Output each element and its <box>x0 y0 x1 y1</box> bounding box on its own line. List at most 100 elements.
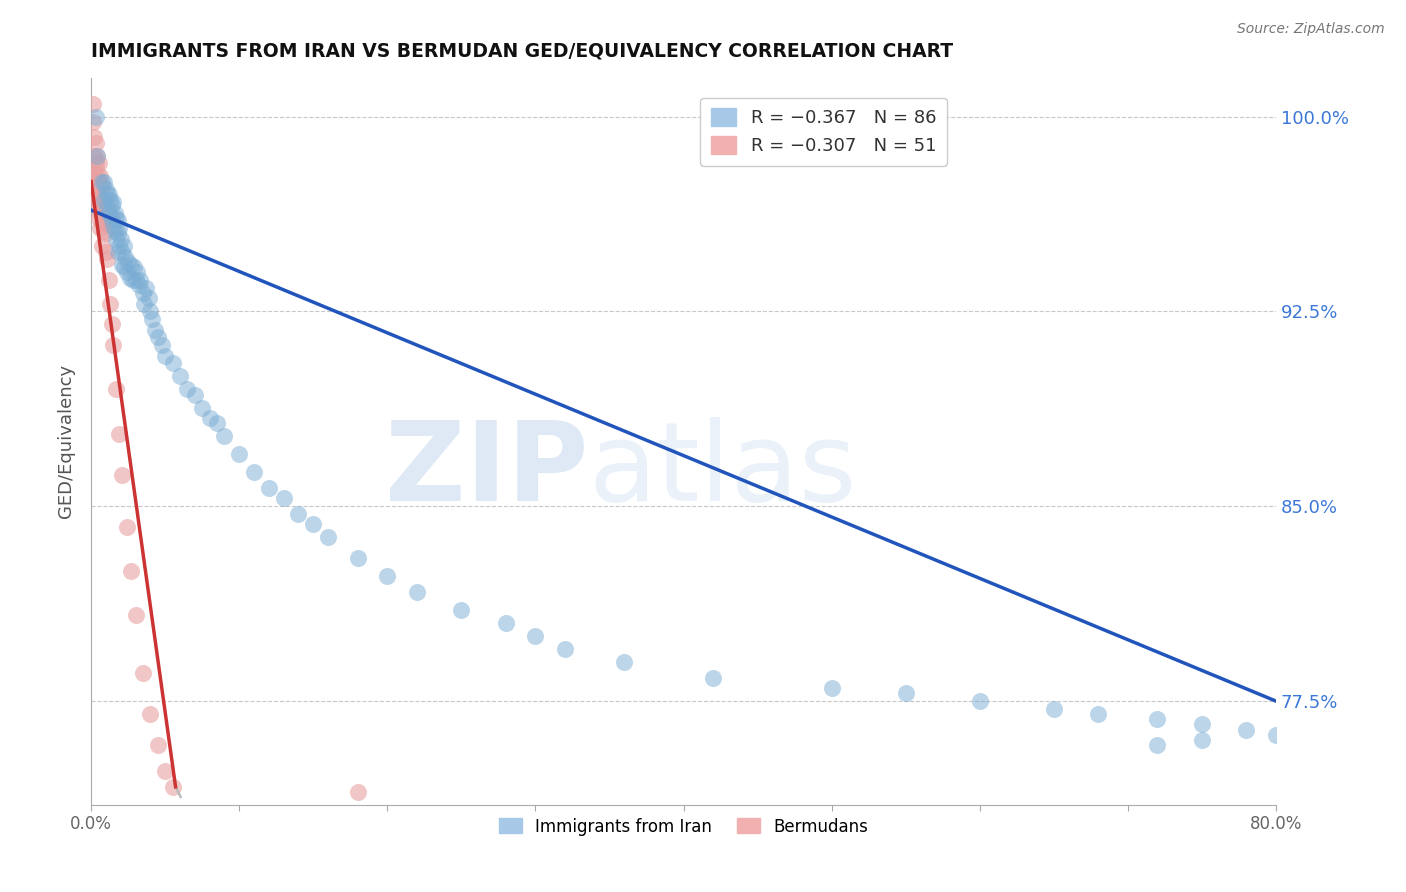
Point <box>110 232 132 246</box>
Point <box>84 136 107 150</box>
Point <box>90 239 112 253</box>
Point <box>150 338 173 352</box>
Point <box>495 616 517 631</box>
Point <box>86 167 108 181</box>
Point <box>821 681 844 695</box>
Point <box>1043 702 1066 716</box>
Point <box>141 312 163 326</box>
Point <box>191 401 214 415</box>
Point <box>84 153 107 168</box>
Point <box>176 382 198 396</box>
Point <box>115 520 138 534</box>
Point <box>1146 712 1168 726</box>
Point <box>162 356 184 370</box>
Point <box>93 208 115 222</box>
Text: Source: ZipAtlas.com: Source: ZipAtlas.com <box>1237 22 1385 37</box>
Point <box>84 159 107 173</box>
Point <box>87 211 110 225</box>
Point <box>101 213 124 227</box>
Point <box>117 255 139 269</box>
Point <box>153 764 176 779</box>
Point <box>103 338 125 352</box>
Point <box>243 466 266 480</box>
Point <box>302 517 325 532</box>
Point <box>84 172 107 186</box>
Point <box>107 244 129 259</box>
Point <box>107 227 129 241</box>
Point <box>169 369 191 384</box>
Point <box>146 330 169 344</box>
Point <box>450 603 472 617</box>
Point <box>128 278 150 293</box>
Point <box>101 318 124 332</box>
Point <box>132 286 155 301</box>
Point <box>86 148 108 162</box>
Point <box>146 738 169 752</box>
Point <box>143 322 166 336</box>
Point <box>94 227 117 241</box>
Point <box>702 671 724 685</box>
Point <box>134 296 156 310</box>
Point <box>198 411 221 425</box>
Point <box>1087 707 1109 722</box>
Point <box>105 382 128 396</box>
Point <box>90 174 112 188</box>
Point <box>90 216 112 230</box>
Point <box>100 208 122 222</box>
Point <box>138 292 160 306</box>
Point <box>112 260 135 275</box>
Point <box>125 265 148 279</box>
Point <box>120 258 142 272</box>
Point <box>93 224 115 238</box>
Point <box>139 707 162 722</box>
Point <box>969 694 991 708</box>
Point <box>96 187 118 202</box>
Point <box>111 468 134 483</box>
Point <box>162 780 184 794</box>
Point <box>105 211 128 225</box>
Point <box>87 156 110 170</box>
Point <box>93 174 115 188</box>
Point <box>108 239 131 253</box>
Point <box>97 273 120 287</box>
Point <box>139 304 162 318</box>
Point <box>87 174 110 188</box>
Point <box>86 148 108 162</box>
Point <box>90 179 112 194</box>
Point <box>86 172 108 186</box>
Point <box>153 349 176 363</box>
Point <box>124 608 146 623</box>
Legend: Immigrants from Iran, Bermudans: Immigrants from Iran, Bermudans <box>491 809 877 844</box>
Point <box>96 201 118 215</box>
Point <box>228 447 250 461</box>
Point <box>524 629 547 643</box>
Point <box>122 260 145 275</box>
Point <box>346 785 368 799</box>
Point <box>112 239 135 253</box>
Point <box>101 198 124 212</box>
Point <box>894 686 917 700</box>
Point <box>89 221 111 235</box>
Point <box>1234 723 1257 737</box>
Point <box>105 232 128 246</box>
Point <box>115 265 138 279</box>
Point <box>111 244 134 259</box>
Point <box>257 481 280 495</box>
Point <box>93 193 115 207</box>
Text: atlas: atlas <box>589 417 858 524</box>
Point <box>90 198 112 212</box>
Point <box>135 281 157 295</box>
Text: IMMIGRANTS FROM IRAN VS BERMUDAN GED/EQUIVALENCY CORRELATION CHART: IMMIGRANTS FROM IRAN VS BERMUDAN GED/EQU… <box>91 42 953 61</box>
Point <box>91 216 114 230</box>
Point <box>108 426 131 441</box>
Point <box>83 148 105 162</box>
Point <box>91 198 114 212</box>
Point <box>89 187 111 202</box>
Point <box>100 296 122 310</box>
Point <box>104 205 127 219</box>
Point <box>96 252 118 267</box>
Text: ZIP: ZIP <box>385 417 589 524</box>
Point <box>132 665 155 680</box>
Point <box>87 193 110 207</box>
Point <box>86 182 108 196</box>
